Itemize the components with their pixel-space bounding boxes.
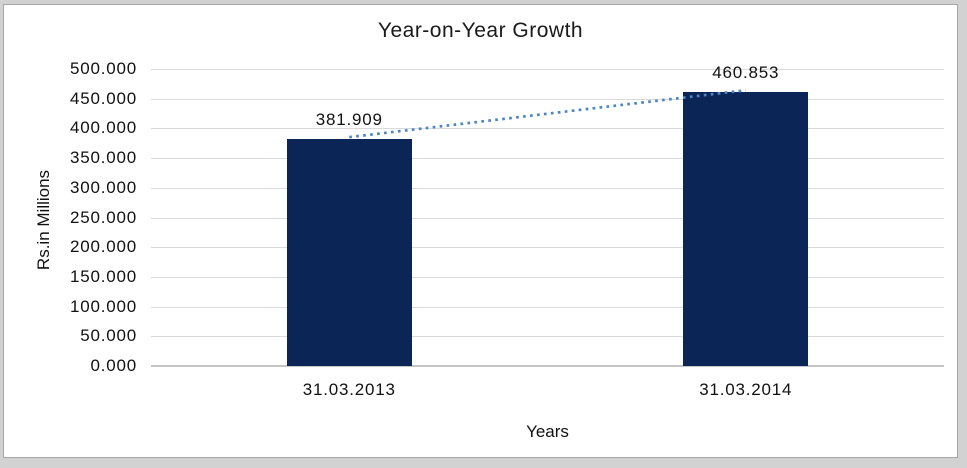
y-tick-label: 200.000 bbox=[69, 237, 137, 257]
y-tick-label: 350.000 bbox=[69, 148, 137, 168]
y-tick-label: 250.000 bbox=[69, 207, 137, 227]
gridline bbox=[151, 158, 944, 160]
gridline bbox=[151, 187, 944, 189]
gridline bbox=[151, 128, 944, 130]
bar bbox=[286, 139, 412, 366]
gridline bbox=[151, 69, 944, 70]
y-tick-label: 400.000 bbox=[69, 118, 137, 138]
bar-value-label: 460.853 bbox=[712, 63, 780, 83]
bar bbox=[683, 92, 809, 366]
x-tick-label: 31.03.2013 bbox=[302, 380, 396, 399]
x-tick-label: 31.03.2014 bbox=[699, 380, 793, 399]
x-axis-line bbox=[151, 365, 944, 367]
gridline bbox=[151, 336, 944, 338]
y-tick-label: 100.000 bbox=[69, 296, 137, 316]
y-tick-label: 50.000 bbox=[80, 326, 137, 346]
gridline bbox=[151, 247, 944, 249]
bar-value-label: 381.909 bbox=[315, 110, 383, 130]
y-tick-label: 500.000 bbox=[69, 59, 137, 78]
chart-container: Year-on-Year Growth Rs.in Millions Years… bbox=[3, 4, 958, 458]
y-tick-label: 150.000 bbox=[69, 266, 137, 286]
y-tick-label: 450.000 bbox=[69, 88, 137, 108]
y-tick-label: 300.000 bbox=[69, 177, 137, 197]
chart-title: Year-on-Year Growth bbox=[377, 19, 584, 42]
x-axis-title: Years bbox=[526, 422, 569, 441]
gridline bbox=[151, 98, 944, 100]
y-tick-label: 0.000 bbox=[90, 356, 137, 375]
gridline bbox=[151, 217, 944, 219]
gridline bbox=[151, 306, 944, 308]
gridline bbox=[151, 276, 944, 278]
